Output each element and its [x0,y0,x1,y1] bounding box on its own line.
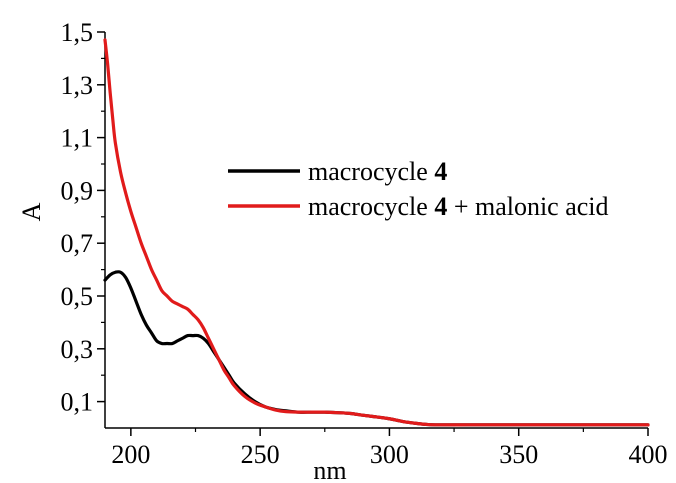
series-line-1 [103,270,650,427]
x-tick-label: 300 [370,440,409,469]
y-tick-label: 0,5 [61,282,94,311]
axes: 0,1 0,3 0,5 0,7 0,9 1,1 1,3 1,5 200 250 300 350 400 n… [17,18,668,483]
y-tick-label: 1,3 [61,71,94,100]
y-tick-label: 1,5 [61,18,94,47]
y-tick-label: 0,1 [61,388,94,417]
y-tick-label: 0,3 [61,335,94,364]
y-tick-label: 0,9 [61,176,94,205]
x-tick-label: 250 [241,440,280,469]
series-line-2 [103,38,650,427]
x-tick-label: 350 [499,440,538,469]
x-tick-label: 400 [629,440,668,469]
series-lines [103,38,650,427]
legend-label-2: macrocycle 4 + malonic acid [308,192,609,221]
legend: macrocycle 4 macrocycle 4 + malonic acid [228,157,609,221]
legend-label-1: macrocycle 4 [308,157,447,186]
x-tick-label: 200 [111,440,150,469]
y-axis-title: A [17,202,46,221]
y-tick-label: 1,1 [61,124,94,153]
x-axis-title: nm [313,456,346,483]
y-tick-label: 0,7 [61,229,94,258]
